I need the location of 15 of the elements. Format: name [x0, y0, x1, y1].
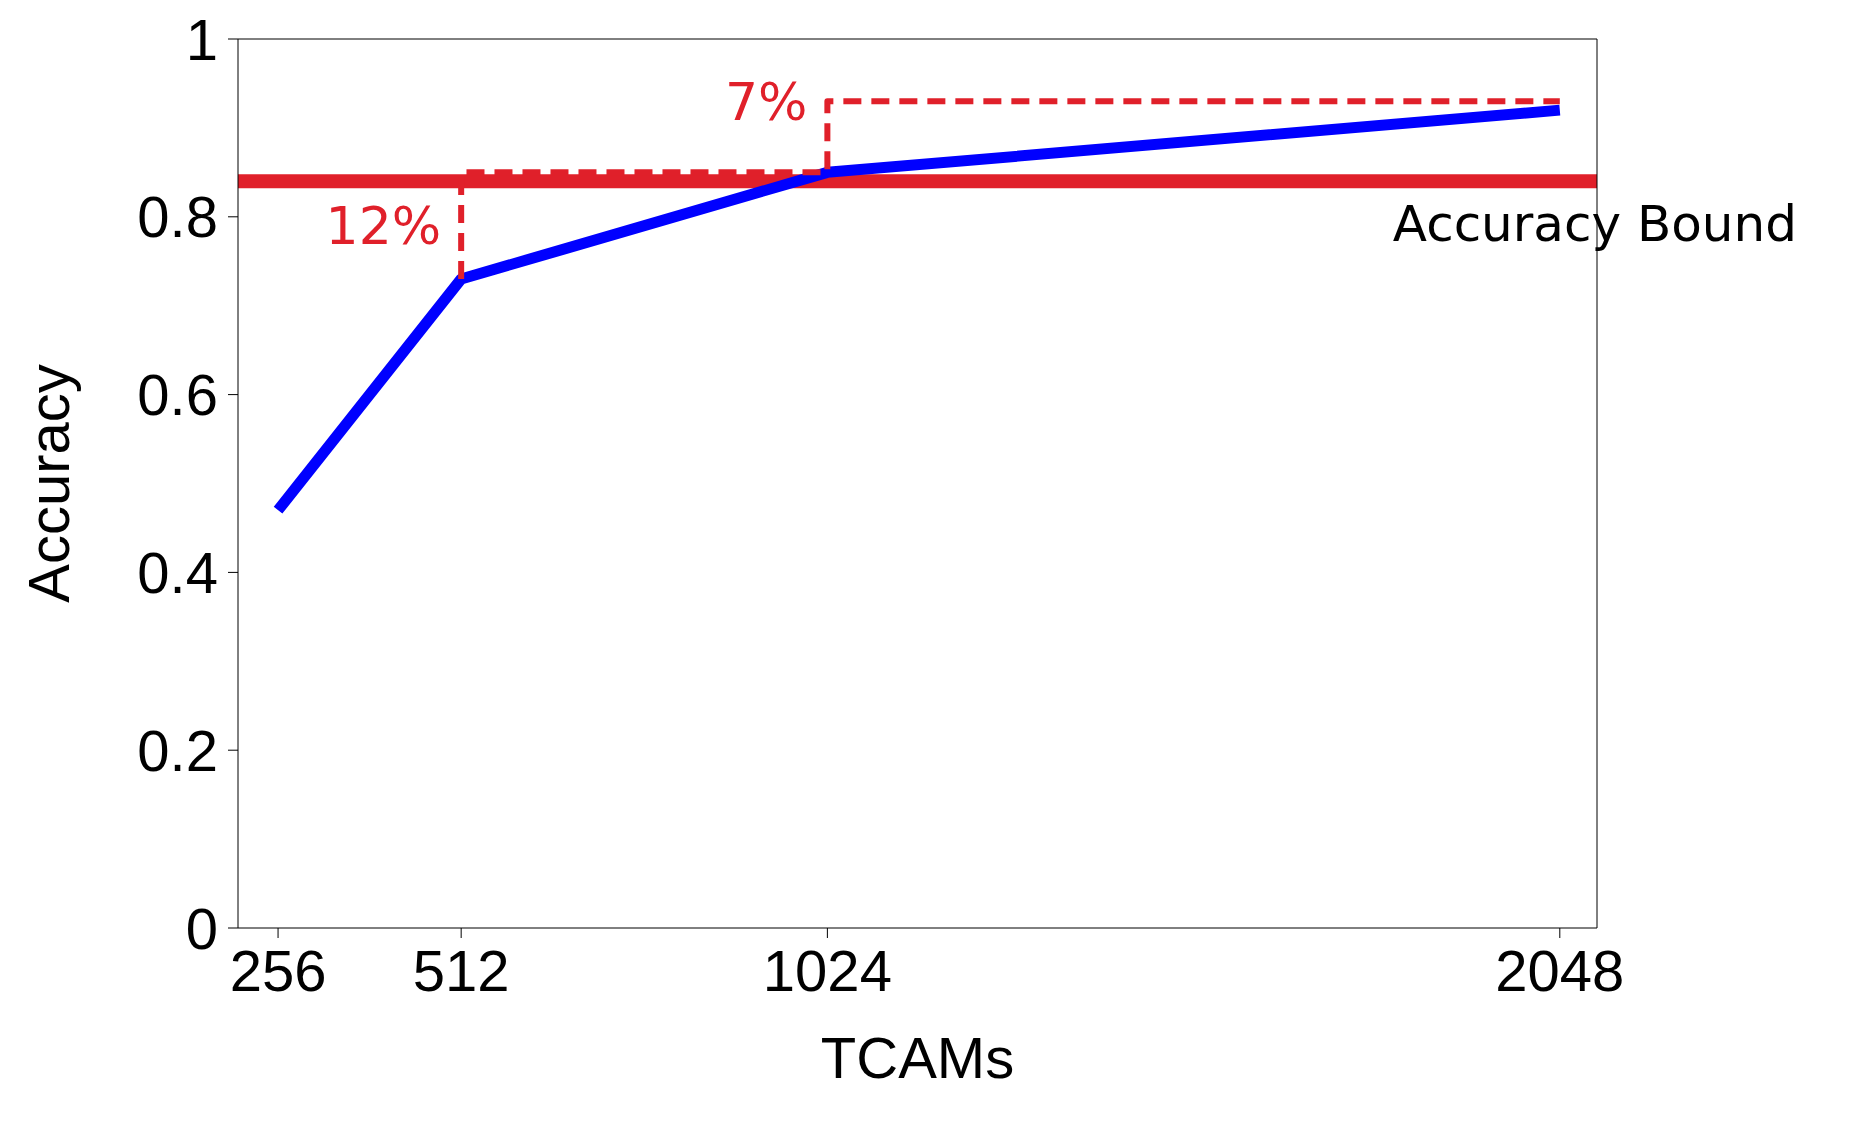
x-axis-title: TCAMs	[820, 1025, 1015, 1090]
annotation: 7%	[724, 71, 808, 132]
y-tick-label: 0.6	[137, 362, 218, 428]
ref-line-label: Accuracy Bound	[1392, 195, 1797, 254]
y-tick-label: 0.2	[137, 717, 218, 783]
y-tick-label: 0.8	[137, 184, 218, 250]
x-tick-label: 512	[412, 938, 510, 1004]
x-tick-label: 2048	[1495, 938, 1625, 1004]
y-axis-title: Accuracy	[15, 364, 81, 603]
y-tick-label: 0	[185, 895, 218, 961]
x-tick-label: 1024	[762, 938, 892, 1004]
y-tick-label: 0.4	[137, 539, 218, 605]
y-tick-label: 1	[185, 6, 218, 72]
annotation: 12%	[325, 196, 442, 257]
x-tick-label: 256	[229, 938, 327, 1004]
